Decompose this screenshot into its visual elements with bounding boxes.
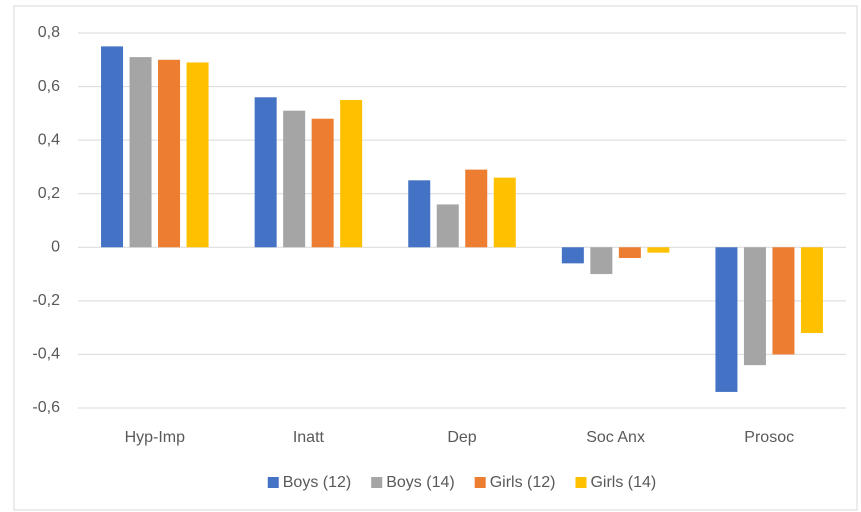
bar (101, 46, 124, 248)
bar (772, 247, 795, 355)
bar (647, 247, 670, 253)
y-tick-label: -0,6 (32, 399, 60, 416)
legend-swatch (575, 477, 587, 488)
bar (436, 204, 459, 248)
bar (158, 59, 181, 248)
bar (254, 97, 277, 248)
bar (493, 177, 516, 248)
bar (311, 118, 334, 248)
y-tick-label: -0,2 (32, 292, 60, 309)
x-tick-label: Soc Anx (586, 429, 645, 446)
legend-label: Girls (14) (590, 474, 656, 491)
bar (800, 247, 823, 333)
legend-swatch (267, 477, 279, 488)
bar (743, 247, 766, 366)
bar (465, 169, 488, 248)
bar (340, 99, 363, 248)
legend-swatch (474, 477, 486, 488)
legend-label: Girls (12) (490, 474, 556, 491)
y-tick-label: 0,2 (38, 185, 60, 202)
x-tick-label: Prosoc (744, 429, 794, 446)
x-tick-label: Dep (447, 429, 476, 446)
x-tick-label: Hyp-Imp (125, 429, 186, 446)
y-tick-label: 0,8 (38, 24, 60, 41)
bar (618, 247, 641, 258)
bar (186, 62, 209, 248)
bar (561, 247, 584, 264)
y-tick-label: 0 (51, 239, 60, 256)
legend-swatch (371, 477, 383, 488)
bar (129, 57, 152, 248)
x-tick-label: Inatt (293, 429, 325, 446)
y-tick-label: 0,6 (38, 78, 60, 95)
y-tick-label: 0,4 (38, 131, 60, 148)
bar (590, 247, 613, 275)
y-tick-label: -0,4 (32, 346, 60, 363)
legend-label: Boys (14) (386, 474, 454, 491)
legend-label: Boys (12) (283, 474, 351, 491)
bar (408, 180, 431, 248)
bar (283, 110, 306, 248)
bar (715, 247, 738, 392)
